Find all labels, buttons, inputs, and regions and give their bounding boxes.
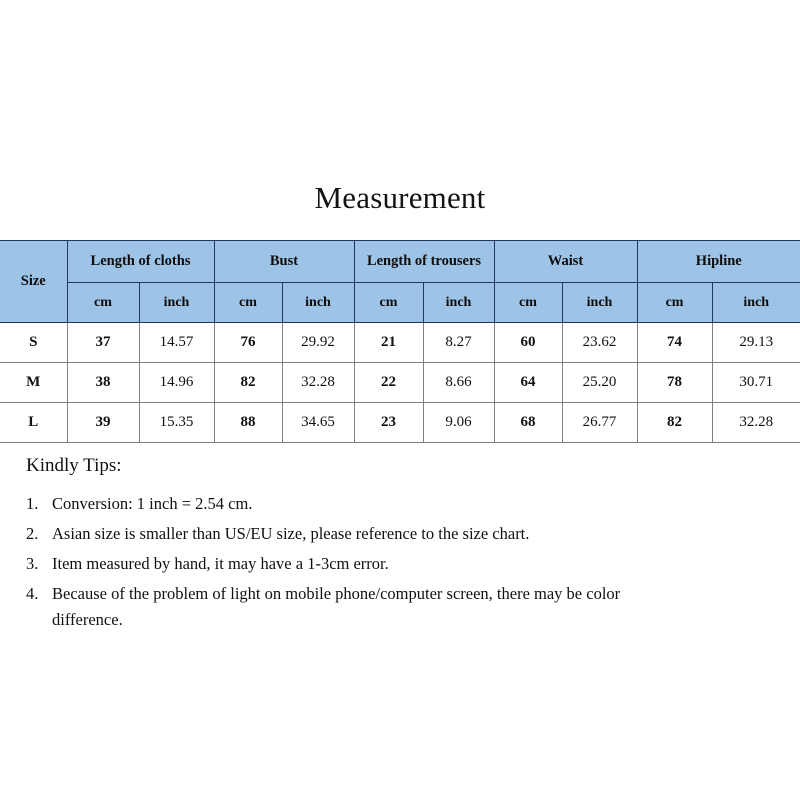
cell-length-of-cloths-inch: 14.96 (138, 362, 215, 403)
cell-length-of-trousers-cm: 23 (353, 402, 424, 443)
unit-header-length-of-cloths-cm: cm (67, 282, 140, 323)
list-item: 2. Asian size is smaller than US/EU size… (26, 521, 706, 547)
unit-header-waist-inch: inch (561, 282, 638, 323)
cell-length-of-trousers-inch: 8.66 (422, 362, 495, 403)
unit-header-bust-inch: inch (281, 282, 355, 323)
cell-bust-cm: 88 (213, 402, 283, 443)
list-item-text: Item measured by hand, it may have a 1-3… (52, 554, 389, 573)
cell-hipline-cm: 82 (636, 402, 713, 443)
list-item-text: Asian size is smaller than US/EU size, p… (52, 524, 530, 543)
unit-header-hipline-inch: inch (711, 282, 800, 323)
cell-bust-inch: 29.92 (281, 322, 355, 363)
kindly-tips-section: Kindly Tips: 1. Conversion: 1 inch = 2.5… (26, 455, 706, 637)
cell-length-of-trousers-inch: 8.27 (422, 322, 495, 363)
unit-header-bust-cm: cm (213, 282, 283, 323)
column-header-waist: Waist (493, 240, 638, 283)
cell-size: S (0, 322, 68, 363)
unit-header-hipline-cm: cm (636, 282, 713, 323)
cell-size: L (0, 402, 68, 443)
column-header-bust: Bust (213, 240, 355, 283)
cell-length-of-trousers-cm: 22 (353, 362, 424, 403)
list-item-number: 1. (26, 494, 39, 513)
cell-bust-cm: 76 (213, 322, 283, 363)
size-chart-table: Size Length of cloths Bust Length of tro… (0, 240, 800, 443)
cell-waist-inch: 26.77 (561, 402, 638, 443)
cell-hipline-inch: 30.71 (711, 362, 800, 403)
table-row: L 39 15.35 88 34.65 23 9.06 68 26.77 82 … (0, 402, 800, 443)
cell-length-of-cloths-inch: 14.57 (138, 322, 215, 363)
list-item: 1. Conversion: 1 inch = 2.54 cm. (26, 491, 706, 517)
table-body: S 37 14.57 76 29.92 21 8.27 60 23.62 74 … (0, 322, 800, 443)
unit-header-length-of-trousers-inch: inch (422, 282, 495, 323)
cell-waist-cm: 68 (493, 402, 563, 443)
page-title: Measurement (314, 180, 486, 215)
cell-size: M (0, 362, 68, 403)
column-header-length-of-cloths: Length of cloths (66, 240, 215, 283)
cell-hipline-cm: 78 (636, 362, 713, 403)
list-item: 4. Because of the problem of light on mo… (26, 581, 706, 633)
cell-bust-inch: 34.65 (281, 402, 355, 443)
list-item: 3. Item measured by hand, it may have a … (26, 551, 706, 577)
list-item-number: 2. (26, 524, 39, 543)
table-row: M 38 14.96 82 32.28 22 8.66 64 25.20 78 … (0, 362, 800, 403)
table-row: S 37 14.57 76 29.92 21 8.27 60 23.62 74 … (0, 322, 800, 363)
cell-bust-inch: 32.28 (281, 362, 355, 403)
column-header-hipline: Hipline (636, 240, 800, 283)
cell-length-of-cloths-cm: 37 (66, 322, 140, 363)
unit-header-length-of-cloths-inch: inch (138, 282, 215, 323)
cell-hipline-inch: 32.28 (711, 402, 800, 443)
unit-header-waist-cm: cm (493, 282, 563, 323)
cell-waist-inch: 23.62 (561, 322, 638, 363)
cell-waist-inch: 25.20 (561, 362, 638, 403)
list-item-text: Conversion: 1 inch = 2.54 cm. (52, 494, 253, 513)
unit-header-length-of-trousers-cm: cm (353, 282, 424, 323)
cell-waist-cm: 60 (493, 322, 563, 363)
cell-hipline-inch: 29.13 (711, 322, 800, 363)
column-header-size: Size (0, 240, 68, 323)
list-item-text: Because of the problem of light on mobil… (52, 584, 621, 629)
cell-length-of-cloths-cm: 38 (66, 362, 140, 403)
kindly-tips-heading: Kindly Tips: (26, 455, 122, 476)
cell-length-of-cloths-inch: 15.35 (138, 402, 215, 443)
table-header: Size Length of cloths Bust Length of tro… (0, 240, 800, 323)
kindly-tips-list: 1. Conversion: 1 inch = 2.54 cm. 2. Asia… (26, 491, 706, 633)
table-header-row-groups: Size Length of cloths Bust Length of tro… (0, 240, 800, 323)
list-item-number: 4. (26, 584, 39, 603)
list-item-number: 3. (26, 554, 39, 573)
cell-length-of-trousers-inch: 9.06 (422, 402, 495, 443)
cell-bust-cm: 82 (213, 362, 283, 403)
cell-hipline-cm: 74 (636, 322, 713, 363)
column-header-length-of-trousers: Length of trousers (353, 240, 495, 283)
cell-length-of-cloths-cm: 39 (66, 402, 140, 443)
table-header-row-units: cm inch cm inch cm inch cm inch cm inch (0, 282, 800, 323)
cell-waist-cm: 64 (493, 362, 563, 403)
cell-length-of-trousers-cm: 21 (353, 322, 424, 363)
